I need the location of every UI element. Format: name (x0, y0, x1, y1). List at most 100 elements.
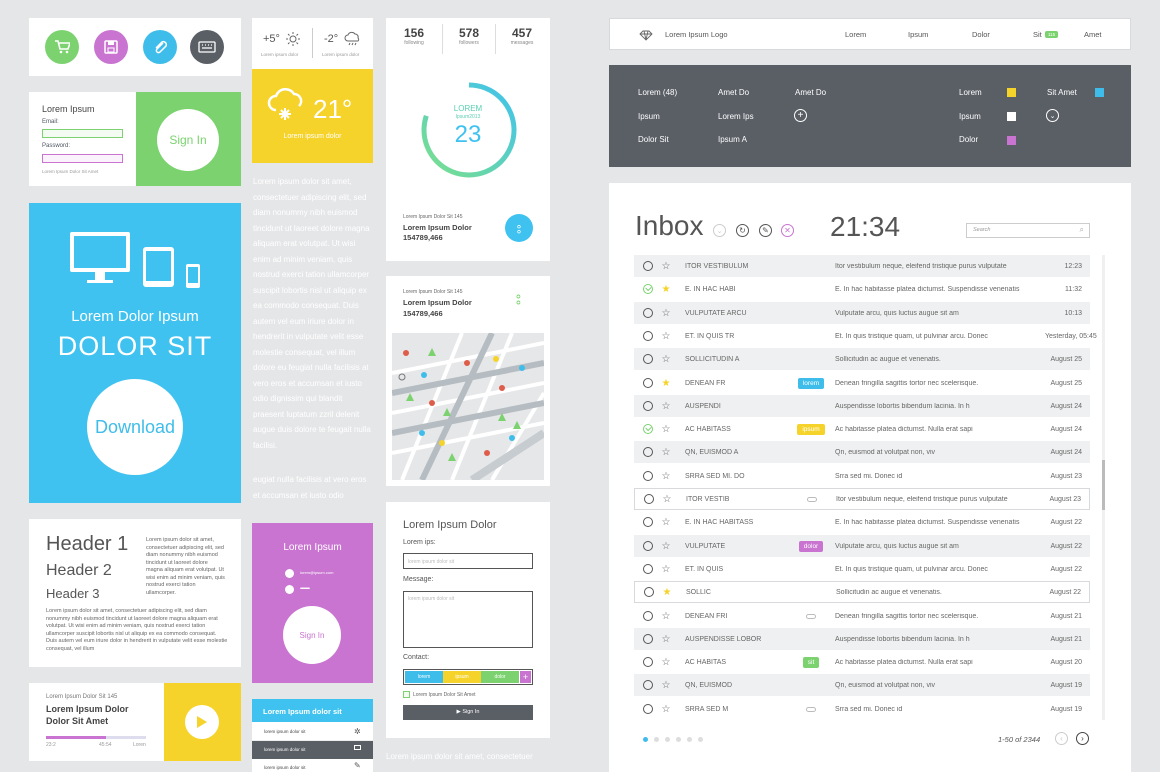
inbox-row[interactable]: ☆ QN, EUISMOD A Qn, euismod at volutpat no… (634, 441, 1090, 463)
inbox-row[interactable]: ☆ VULPUTATE dolor Vulputate arcu, quis luct… (634, 535, 1090, 557)
menu-col1-item[interactable]: Dolor Sit (638, 135, 669, 144)
star-icon[interactable]: ★ (661, 283, 671, 295)
tag-lorem[interactable]: lorem (405, 671, 443, 683)
row-tag[interactable]: dolor (798, 540, 824, 552)
row-checkbox[interactable] (643, 634, 653, 644)
password-field[interactable] (42, 154, 123, 163)
inbox-row[interactable]: ☆ SRRA SED MI. DO Srra sed mi. Donec id Aug… (634, 465, 1090, 487)
sign-in-button[interactable]: Sign In (157, 109, 219, 171)
row-tag[interactable]: lorem (797, 377, 825, 389)
row-checkbox[interactable] (643, 517, 653, 527)
legend-ipsum-swatch[interactable] (1007, 112, 1016, 121)
cart-icon[interactable] (45, 30, 79, 64)
star-icon[interactable]: ☆ (661, 260, 671, 272)
row-checkbox[interactable] (643, 611, 653, 621)
paperclip-icon[interactable] (143, 30, 177, 64)
page-dot[interactable] (687, 737, 692, 742)
star-icon[interactable]: ☆ (661, 516, 671, 528)
star-icon[interactable]: ★ (662, 586, 672, 598)
inbox-row[interactable]: ☆ E. IN HAC HABITASS E. In hac habitasse p… (634, 511, 1090, 533)
menu-item[interactable]: lorem ipsum dolor sit ✎ (252, 759, 373, 772)
page-dot[interactable] (676, 737, 681, 742)
inbox-row[interactable]: ★ SOLLIC Sollicitudin ac augue et venenati… (634, 581, 1090, 603)
star-icon[interactable]: ☆ (661, 400, 671, 412)
inbox-row[interactable]: ★ DENEAN FR lorem Denean fringilla sagittis… (634, 372, 1090, 394)
page-dot[interactable] (698, 737, 703, 742)
inbox-row[interactable]: ☆ ET. IN QUIS TR Et. In quis tristique qua… (634, 325, 1097, 347)
row-checkbox[interactable] (643, 331, 653, 341)
form-checkbox[interactable] (403, 691, 410, 698)
row-checkbox[interactable] (643, 471, 653, 481)
star-icon[interactable]: ☆ (661, 330, 671, 342)
row-checkbox[interactable] (643, 657, 653, 667)
row-tag[interactable]: ipsum (797, 423, 825, 435)
menu-col2-item[interactable]: Lorem Ips (718, 112, 754, 121)
field1-input[interactable]: lorem ipsum dolor sit (403, 553, 533, 569)
row-checkbox[interactable] (644, 587, 654, 597)
pagination-dots[interactable] (643, 737, 703, 742)
inbox-row[interactable]: ☆ QN, EUISMOD Qn, euismod at volutpat non,… (634, 674, 1090, 696)
menu-item[interactable]: lorem ipsum dolor sit (252, 741, 373, 759)
star-icon[interactable]: ☆ (661, 470, 671, 482)
add-tag-button[interactable]: + (520, 671, 531, 683)
inbox-row[interactable]: ☆ AC HABITAS sit Ac habitasse platea dictum… (634, 651, 1090, 673)
star-icon[interactable]: ☆ (661, 610, 671, 622)
inbox-row[interactable]: ☆ ITOR VESTIBULUM Itor vestibulum neque, e… (634, 255, 1090, 277)
scrollbar-thumb[interactable] (1102, 460, 1105, 510)
search-input[interactable]: Search ⌕ (966, 223, 1090, 238)
menu-col3-item[interactable]: Amet Do (795, 88, 827, 97)
edit-icon[interactable]: ✎ (759, 224, 772, 237)
row-checkbox[interactable] (643, 564, 653, 574)
inbox-row[interactable]: ★ E. IN HAC HABI E. In hac habitasse plate… (634, 278, 1090, 300)
inbox-scrollbar[interactable] (1102, 255, 1105, 720)
download-button[interactable]: Download (87, 379, 183, 475)
menu-item[interactable]: lorem ipsum dolor sit ✲ (252, 723, 373, 741)
add-circle-icon[interactable]: + (794, 109, 807, 122)
page-dot-active[interactable] (643, 737, 648, 742)
star-icon[interactable]: ☆ (662, 493, 672, 505)
row-checkbox[interactable] (643, 261, 653, 271)
footprint-icon[interactable]: ⦂ (505, 214, 533, 242)
star-icon[interactable]: ☆ (661, 703, 671, 715)
page-dot[interactable] (654, 737, 659, 742)
row-checkbox[interactable] (643, 354, 653, 364)
username-field[interactable]: lorem@ipsum.com (300, 570, 334, 575)
row-checkbox[interactable] (643, 424, 653, 434)
row-checkbox[interactable] (643, 401, 653, 411)
row-tag[interactable]: sit (802, 656, 820, 668)
row-checkbox[interactable] (643, 704, 653, 714)
star-icon[interactable]: ☆ (661, 307, 671, 319)
star-icon[interactable]: ★ (661, 377, 671, 389)
star-icon[interactable]: ☆ (661, 679, 671, 691)
row-checkbox[interactable] (643, 284, 653, 294)
inbox-row[interactable]: ☆ AC HABITASS ipsum Ac habitasse platea dic… (634, 418, 1090, 440)
inbox-row[interactable]: ☆ ITOR VESTIB Itor vestibulum neque, eleif… (634, 488, 1090, 510)
row-checkbox[interactable] (643, 308, 653, 318)
nav-item-lorem[interactable]: Lorem (845, 30, 867, 39)
legend-lorem-swatch[interactable] (1007, 88, 1016, 97)
nav-item-sit[interactable]: Sit (1033, 30, 1042, 39)
row-checkbox[interactable] (643, 541, 653, 551)
refresh-icon[interactable]: ↻ (736, 224, 749, 237)
pink-sign-in-button[interactable]: Sign In (283, 606, 341, 664)
star-icon[interactable]: ☆ (661, 633, 671, 645)
tag-dolor[interactable]: dolor (481, 671, 519, 683)
star-icon[interactable]: ☆ (661, 563, 671, 575)
inbox-row[interactable]: ☆ AUSPENDI Auspendisse lobortis bibendum l… (634, 395, 1090, 417)
nav-item-amet[interactable]: Amet (1084, 30, 1102, 39)
menu-header[interactable]: Lorem Ipsum dolor sit (252, 699, 373, 722)
message-textarea[interactable]: lorem ipsum dolor sit (403, 591, 533, 648)
close-icon[interactable]: ✕ (781, 224, 794, 237)
nav-item-ipsum[interactable]: Ipsum (908, 30, 929, 39)
play-button[interactable] (185, 705, 219, 739)
menu-col2-item[interactable]: Ipsum A (718, 135, 747, 144)
menu-col2-item[interactable]: Amet Do (718, 88, 750, 97)
star-icon[interactable]: ☆ (661, 353, 671, 365)
legend-dolor-swatch[interactable] (1007, 136, 1016, 145)
form-submit-button[interactable]: ▶ Sign In (403, 705, 533, 720)
keyboard-icon[interactable] (190, 30, 224, 64)
logo-text[interactable]: Lorem Ipsum Logo (665, 30, 728, 39)
floppy-disk-icon[interactable] (94, 30, 128, 64)
tag-ipsum[interactable]: ipsum (443, 671, 481, 683)
next-page-button[interactable]: › (1076, 732, 1089, 745)
